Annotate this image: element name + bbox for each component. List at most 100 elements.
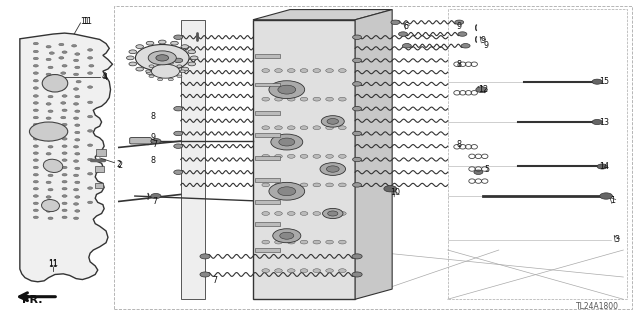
Circle shape [353,58,362,63]
Circle shape [326,211,333,215]
Circle shape [62,202,67,204]
Circle shape [271,134,303,150]
Circle shape [33,195,38,197]
Circle shape [46,167,51,170]
Circle shape [287,240,295,244]
Ellipse shape [42,199,60,211]
Circle shape [300,126,308,130]
Text: 12: 12 [478,85,488,94]
Circle shape [168,62,173,64]
Circle shape [74,145,79,148]
Circle shape [403,44,412,48]
Circle shape [262,269,269,272]
Circle shape [74,160,79,162]
Circle shape [353,157,362,162]
Circle shape [151,194,161,198]
Circle shape [190,56,198,60]
Text: 8: 8 [150,156,155,165]
Circle shape [88,115,93,118]
Circle shape [88,56,93,59]
Circle shape [33,109,38,112]
Circle shape [74,88,79,90]
Circle shape [88,49,93,51]
Circle shape [313,154,321,158]
Circle shape [59,43,64,46]
Bar [255,54,280,58]
Circle shape [33,57,38,60]
Circle shape [46,181,51,184]
Circle shape [62,188,67,190]
Text: 5: 5 [484,165,490,174]
Circle shape [33,202,38,204]
Text: 7: 7 [153,197,158,206]
Text: 2: 2 [116,160,121,169]
Circle shape [59,56,64,59]
Circle shape [339,97,346,101]
Circle shape [339,211,346,215]
Circle shape [326,240,333,244]
Circle shape [275,69,282,72]
Circle shape [33,166,38,169]
Circle shape [48,145,53,148]
Text: 9: 9 [457,22,462,31]
Circle shape [275,97,282,101]
Circle shape [75,196,80,198]
Circle shape [136,45,189,71]
Circle shape [46,196,51,198]
Circle shape [146,70,154,74]
Circle shape [75,124,80,126]
Circle shape [33,102,38,104]
Circle shape [339,183,346,187]
Text: 13: 13 [599,117,609,127]
Circle shape [62,137,67,140]
Circle shape [287,211,295,215]
Circle shape [339,269,346,272]
Polygon shape [20,33,113,282]
Circle shape [33,64,38,67]
Circle shape [326,69,333,72]
Circle shape [48,66,53,69]
Circle shape [46,210,51,212]
Circle shape [171,70,179,74]
Circle shape [75,131,80,134]
Circle shape [48,189,53,191]
Circle shape [327,119,339,124]
Circle shape [592,79,602,84]
Circle shape [180,70,185,72]
Circle shape [279,138,295,146]
Circle shape [46,152,51,155]
Circle shape [597,164,607,169]
Circle shape [262,211,269,215]
Circle shape [352,272,362,277]
Circle shape [62,209,67,211]
Circle shape [181,45,189,48]
Circle shape [46,138,51,141]
Text: 9: 9 [480,36,485,45]
Circle shape [33,137,38,140]
Polygon shape [355,10,392,299]
Circle shape [275,154,282,158]
Circle shape [275,240,282,244]
Circle shape [326,269,333,272]
Circle shape [273,229,301,243]
Circle shape [173,107,182,111]
Circle shape [313,211,321,215]
Circle shape [48,174,53,177]
Circle shape [177,75,182,78]
Circle shape [173,35,182,40]
Circle shape [313,97,321,101]
Circle shape [61,102,66,104]
Circle shape [300,154,308,158]
Bar [255,248,280,252]
Circle shape [200,254,210,259]
Circle shape [181,67,189,71]
Bar [255,200,280,204]
Bar [255,83,280,86]
Circle shape [313,269,321,272]
Circle shape [262,240,269,244]
Circle shape [46,103,51,105]
Circle shape [474,170,483,174]
Circle shape [62,181,67,183]
Text: 7: 7 [153,140,158,149]
Circle shape [46,88,51,90]
